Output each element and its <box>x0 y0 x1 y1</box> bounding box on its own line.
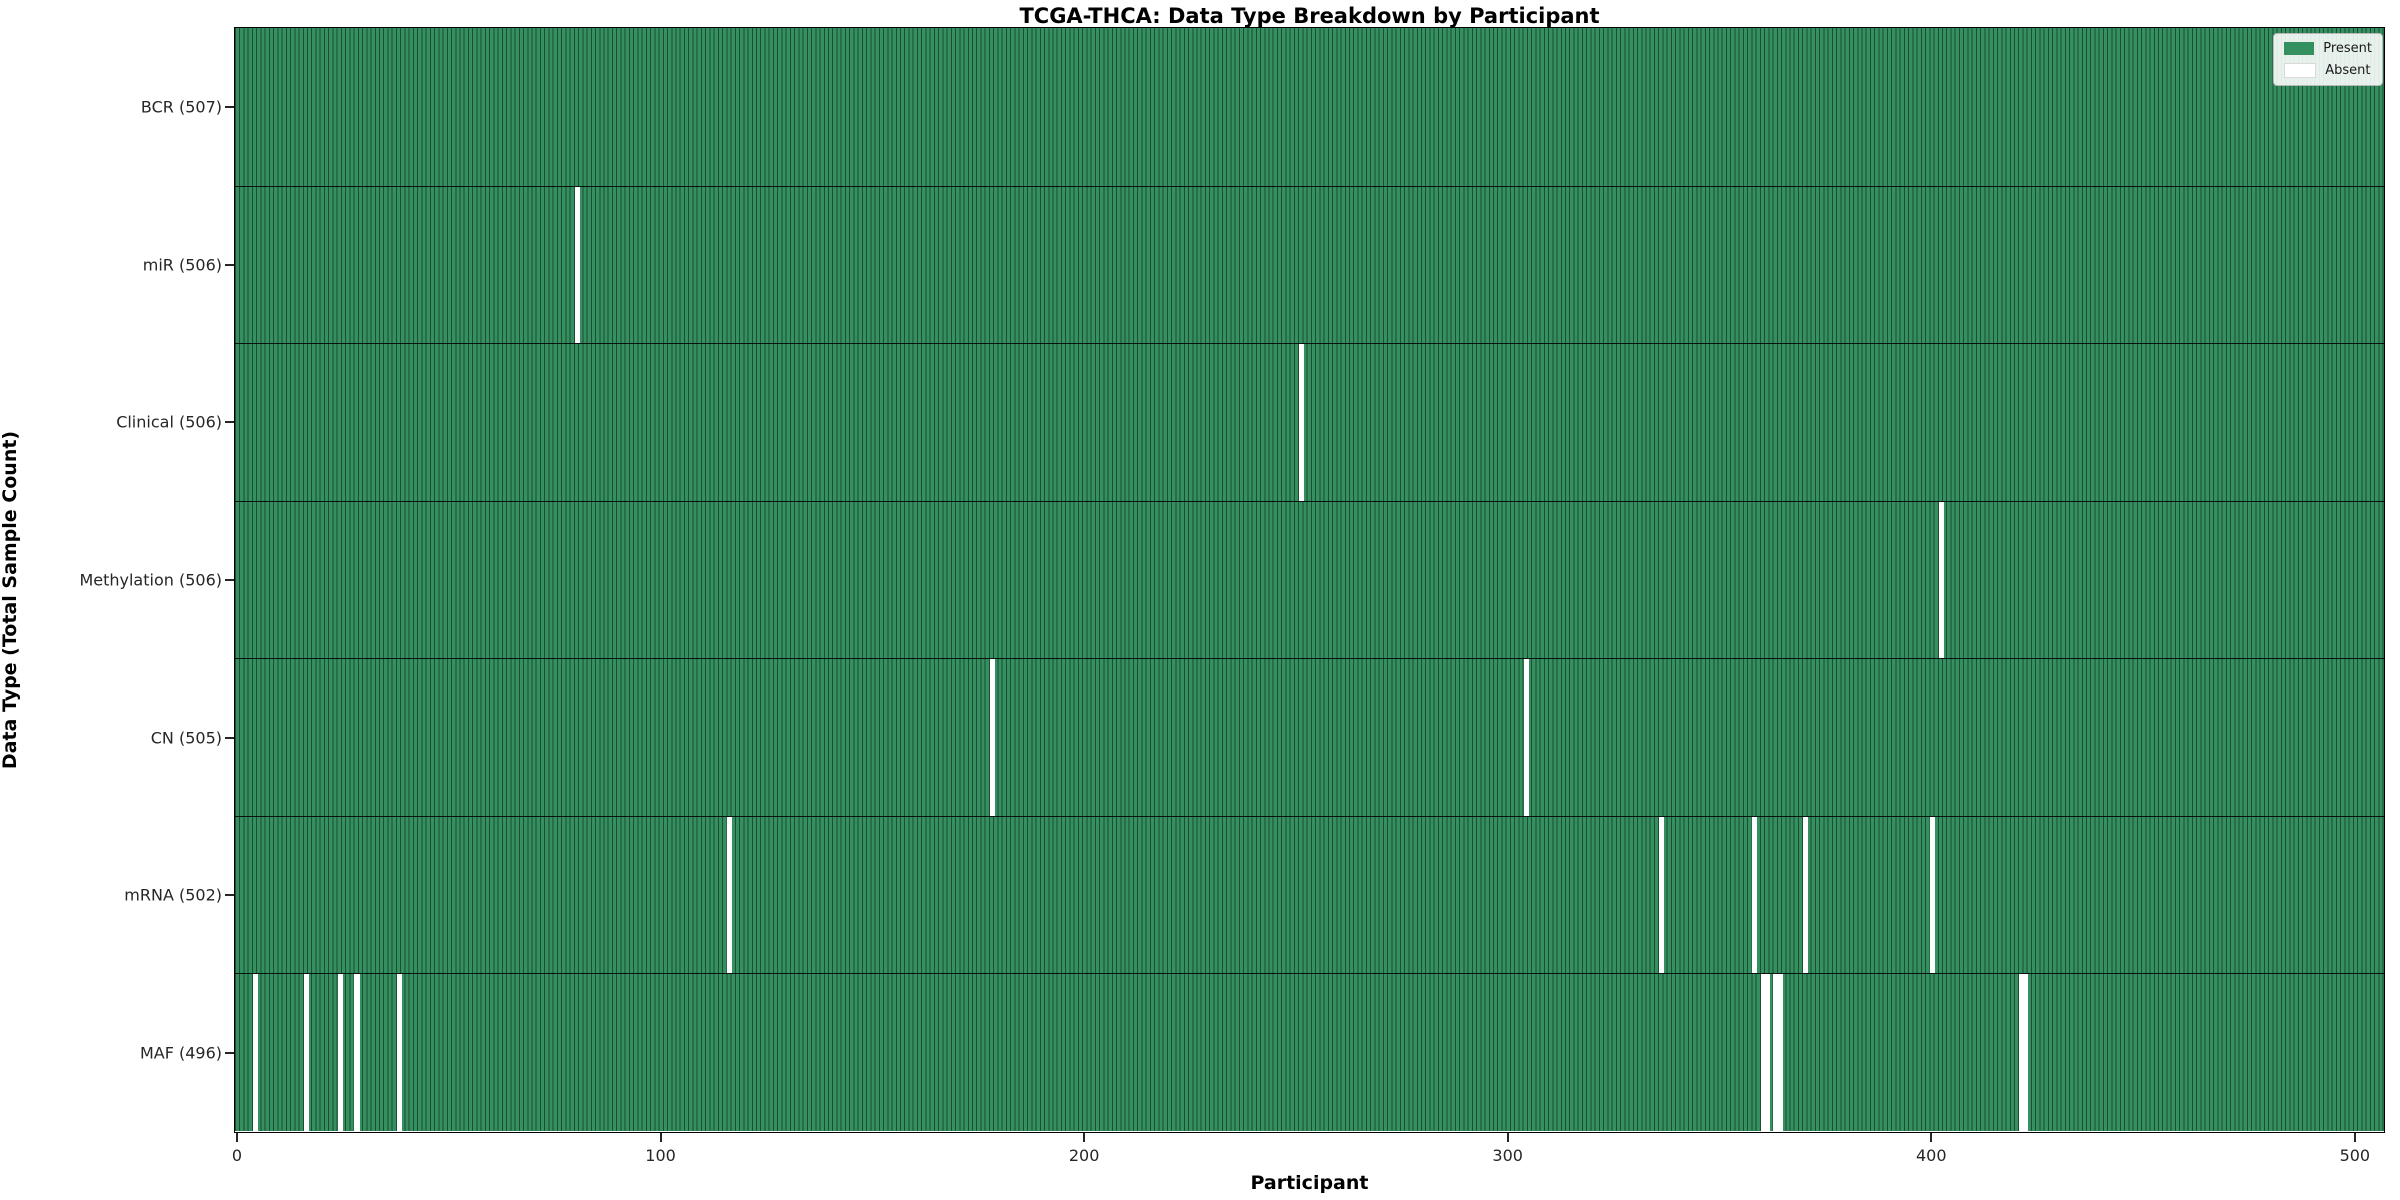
absent-gap <box>1773 974 1779 1131</box>
absent-gap <box>2019 974 2025 1131</box>
absent-gap <box>989 659 995 816</box>
y-tick-label: BCR (507) <box>140 97 222 117</box>
y-axis-label: Data Type (Total Sample Count) <box>0 430 21 770</box>
y-tick-mark <box>225 263 234 266</box>
row-mir <box>235 185 2384 344</box>
legend-swatch-present <box>2284 42 2315 55</box>
x-tick-mark <box>2353 1133 2356 1142</box>
legend: Present Absent <box>2273 33 2383 86</box>
y-tick-mark <box>225 1051 234 1054</box>
legend-swatch-absent <box>2284 63 2317 78</box>
x-tick-label: 500 <box>2339 1146 2371 1165</box>
x-tick-label: 0 <box>231 1146 243 1165</box>
legend-label: Present <box>2323 41 2372 56</box>
absent-gap <box>396 974 402 1131</box>
y-tick-mark <box>225 421 234 424</box>
x-tick-label: 200 <box>1068 1146 1100 1165</box>
absent-gap <box>1764 974 1770 1131</box>
x-axis-label: Participant <box>1250 1172 1369 1194</box>
absent-gap <box>1299 344 1305 501</box>
absent-gap <box>252 974 258 1131</box>
row-clinical <box>235 343 2384 501</box>
x-tick-mark <box>236 1133 238 1142</box>
row-bcr <box>235 28 2384 186</box>
x-tick-mark <box>1083 1133 1086 1142</box>
absent-gap <box>1752 816 1758 974</box>
y-tick-mark <box>225 894 234 897</box>
row-mrna <box>235 815 2384 974</box>
legend-label: Absent <box>2325 63 2371 78</box>
y-tick-label: Clinical (506) <box>116 412 222 432</box>
x-tick-label: 400 <box>1915 1146 1947 1165</box>
y-tick-mark <box>225 579 234 581</box>
y-tick-mark <box>225 736 234 739</box>
absent-gap <box>1930 816 1936 974</box>
y-tick-label: CN (505) <box>150 728 222 748</box>
y-tick-label: Methylation (506) <box>79 570 222 590</box>
legend-entry-absent: Absent <box>2284 63 2372 78</box>
absent-gap <box>1659 816 1665 974</box>
legend-entry-present: Present <box>2284 41 2372 56</box>
absent-gap <box>1938 501 1944 659</box>
y-tick-label: mRNA (502) <box>124 885 222 905</box>
absent-gap <box>303 974 309 1131</box>
absent-gap <box>2023 974 2029 1131</box>
absent-gap <box>1777 974 1783 1131</box>
absent-gap <box>1760 974 1766 1131</box>
row-cn <box>235 658 2384 816</box>
x-tick-mark <box>1930 1133 1933 1142</box>
x-tick-label: 300 <box>1492 1146 1523 1165</box>
absent-gap <box>1803 816 1809 974</box>
absent-gap <box>727 816 733 974</box>
y-tick-mark <box>225 106 234 109</box>
x-tick-label: 100 <box>645 1146 676 1165</box>
chart-title: TCGA-THCA: Data Type Breakdown by Partic… <box>1019 4 1600 28</box>
row-maf <box>235 973 2384 1131</box>
absent-gap <box>1523 659 1529 816</box>
absent-gap <box>354 974 360 1131</box>
y-tick-label: MAF (496) <box>139 1043 222 1063</box>
x-tick-mark <box>659 1133 662 1142</box>
absent-gap <box>337 974 343 1131</box>
absent-gap <box>574 186 580 344</box>
row-methylation <box>235 500 2384 659</box>
x-tick-mark <box>1506 1133 1509 1142</box>
y-tick-label: miR (506) <box>142 255 222 275</box>
plot-area <box>234 27 2385 1133</box>
